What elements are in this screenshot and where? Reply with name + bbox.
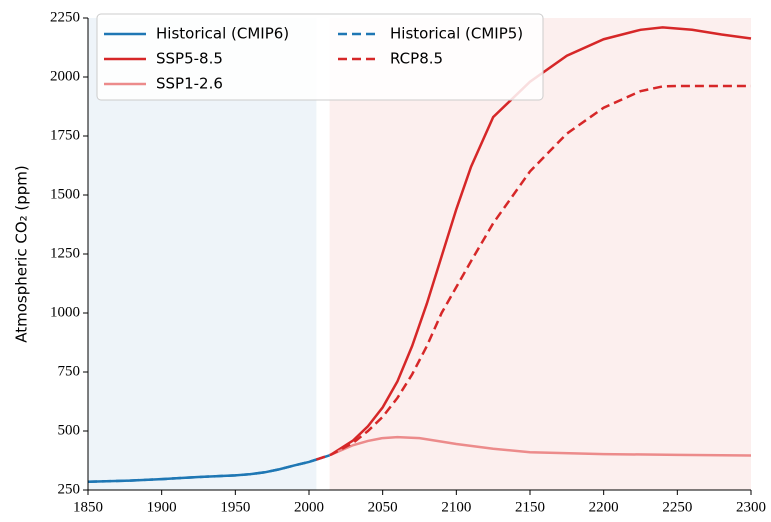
x-tick-label: 2150 xyxy=(515,499,545,515)
y-tick-label: 1500 xyxy=(50,186,80,202)
x-tick-label: 2100 xyxy=(441,499,471,515)
legend-label: Historical (CMIP5) xyxy=(390,25,523,43)
y-tick-label: 1000 xyxy=(50,304,80,320)
y-axis-label: Atmospheric CO₂ (ppm) xyxy=(13,165,31,343)
y-tick-label: 2000 xyxy=(50,68,80,84)
series-line xyxy=(330,435,752,457)
series-line xyxy=(315,84,751,461)
x-tick-label: 1950 xyxy=(220,499,250,515)
legend-label: Historical (CMIP6) xyxy=(156,25,289,43)
y-tick-label: 750 xyxy=(58,363,81,379)
x-tick-label: 2300 xyxy=(736,499,766,515)
series-line xyxy=(87,458,317,483)
x-tick-label: 2050 xyxy=(368,499,398,515)
legend: Historical (CMIP6) SSP5-8.5 SSP1-2.6 Histor… xyxy=(96,13,544,101)
y-tick-label: 1750 xyxy=(50,127,80,143)
x-tick-label: 1900 xyxy=(147,499,177,515)
legend-label: SSP1-2.6 xyxy=(156,75,223,93)
y-tick-label: 1250 xyxy=(50,245,80,261)
x-tick-label: 1850 xyxy=(73,499,103,515)
legend-label: SSP5-8.5 xyxy=(156,50,223,68)
x-tick-label: 2200 xyxy=(589,499,619,515)
y-tick-label: 500 xyxy=(58,422,81,438)
legend-box xyxy=(96,13,544,101)
series-line xyxy=(330,26,752,456)
x-tick-label: 2000 xyxy=(294,499,324,515)
legend-label: RCP8.5 xyxy=(390,50,443,68)
y-tick-label: 250 xyxy=(58,481,81,497)
y-tick-label: 2250 xyxy=(50,9,80,25)
x-tick-label: 2250 xyxy=(662,499,692,515)
